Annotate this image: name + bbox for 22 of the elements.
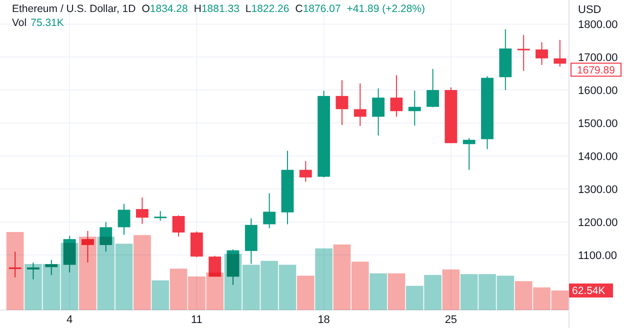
y-tick-label: 1600.00 (578, 84, 618, 97)
x-tick-label: 4 (66, 314, 73, 326)
annotation: H1881.33 (194, 3, 240, 15)
annotation: C1876.07 (295, 3, 341, 15)
chart-title: Ethereum / U.S. Dollar, 1D (12, 3, 136, 15)
x-tick-label: 11 (190, 314, 202, 326)
text: 1679.89 (577, 64, 616, 76)
y-tick-label: 1700.00 (578, 52, 618, 64)
annotation: O1834.28 (142, 3, 188, 15)
x-tick-label: 25 (444, 314, 458, 326)
y-tick-label: 1100.00 (578, 250, 617, 262)
y-tick-label: 1400.00 (578, 150, 618, 163)
y-tick-label: 1800.00 (578, 18, 618, 31)
y-axis-title: USD (578, 4, 602, 16)
annotation: +41.89 (+2.28%) (346, 3, 426, 15)
annotation: Vol 75.31K (12, 17, 64, 29)
annotation: L1822.26 (245, 3, 290, 15)
text: 62.54K (572, 285, 606, 298)
y-tick-label: 1300.00 (578, 184, 618, 196)
y-tick-label: 1200.00 (578, 216, 618, 229)
y-tick-label: 1500.00 (578, 118, 618, 130)
x-tick-label: 18 (318, 314, 330, 326)
